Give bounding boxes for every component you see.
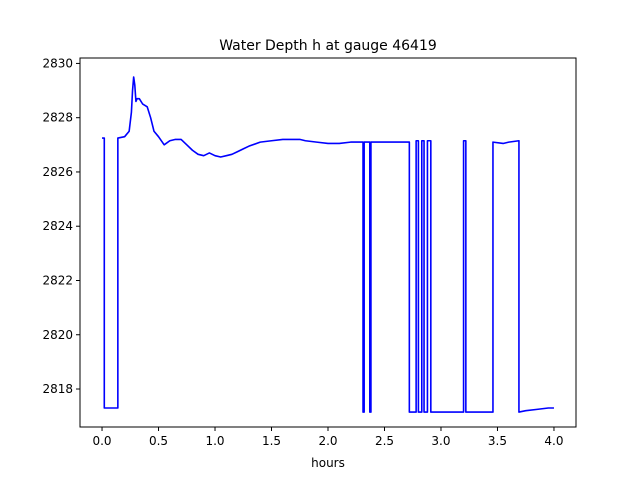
x-tick-label: 3.0 [431,434,450,448]
y-tick-label: 2822 [42,273,73,287]
series-line-0 [102,76,554,413]
y-tick-label: 2824 [42,219,73,233]
x-axis: 0.0 0.5 1.0 1.5 2.0 2.5 3.0 3.5 4.0 [92,427,564,448]
x-tick-label: 1.0 [205,434,224,448]
x-tick-label: 3.5 [488,434,507,448]
y-axis: 2818 2820 2822 2824 2826 2828 2830 [42,56,80,396]
x-tick-label: 2.5 [375,434,394,448]
x-tick-label: 0.0 [92,434,111,448]
x-axis-label: hours [311,456,345,470]
x-tick-label: 0.5 [149,434,168,448]
plot-area [102,76,554,413]
y-tick-label: 2826 [42,165,73,179]
y-tick-label: 2818 [42,382,73,396]
y-tick-label: 2830 [42,56,73,70]
y-tick-label: 2820 [42,328,73,342]
plot-frame [79,57,577,428]
chart-title: Water Depth h at gauge 46419 [219,38,437,54]
x-tick-label: 2.0 [318,434,337,448]
x-tick-label: 1.5 [262,434,281,448]
y-tick-label: 2828 [42,111,73,125]
x-tick-label: 4.0 [544,434,563,448]
